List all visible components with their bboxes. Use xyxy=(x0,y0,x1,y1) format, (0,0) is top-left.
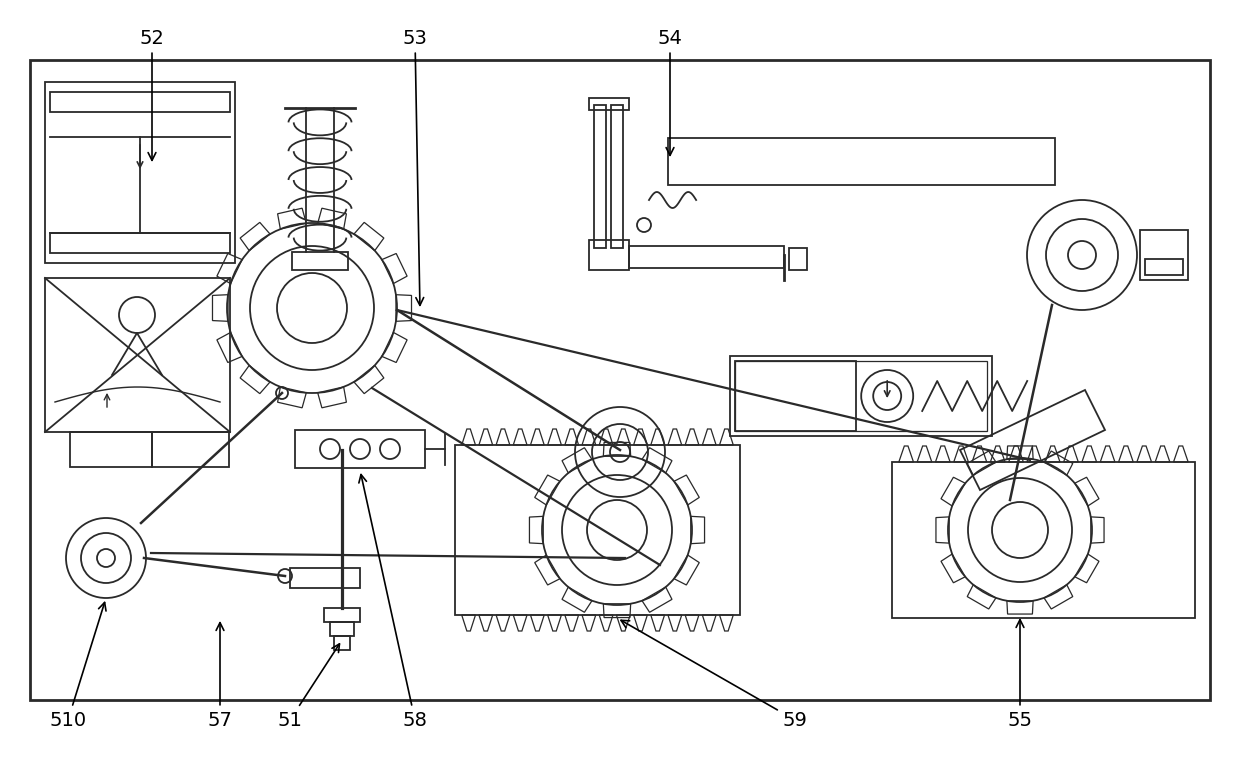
Bar xyxy=(330,622,353,636)
Bar xyxy=(892,462,1195,618)
Bar xyxy=(50,92,229,112)
Bar xyxy=(324,608,360,622)
Bar xyxy=(1140,230,1188,280)
Bar xyxy=(589,240,629,270)
Bar xyxy=(589,98,629,110)
Bar xyxy=(594,105,606,248)
Bar xyxy=(334,636,350,650)
Text: 510: 510 xyxy=(50,603,107,729)
Text: 55: 55 xyxy=(1007,619,1033,729)
Text: 59: 59 xyxy=(621,620,807,729)
Bar xyxy=(153,432,229,467)
Bar xyxy=(735,361,856,431)
Text: 54: 54 xyxy=(657,29,682,156)
Bar xyxy=(668,138,1055,185)
Text: 51: 51 xyxy=(278,644,340,729)
Bar xyxy=(50,233,229,253)
Bar xyxy=(290,568,360,588)
Bar xyxy=(735,361,987,431)
Bar xyxy=(69,432,153,467)
Bar xyxy=(789,248,807,270)
Text: 57: 57 xyxy=(207,622,232,729)
Bar xyxy=(295,430,425,468)
Bar xyxy=(455,445,740,615)
Bar xyxy=(629,246,784,268)
Text: 52: 52 xyxy=(140,29,165,160)
Bar xyxy=(45,82,236,263)
Text: 53: 53 xyxy=(403,29,428,305)
Bar xyxy=(730,356,992,436)
Bar xyxy=(291,252,348,270)
Text: 58: 58 xyxy=(358,474,428,729)
Bar xyxy=(45,278,229,432)
Bar xyxy=(1145,259,1183,275)
Bar xyxy=(30,60,1210,700)
Bar xyxy=(611,105,622,248)
